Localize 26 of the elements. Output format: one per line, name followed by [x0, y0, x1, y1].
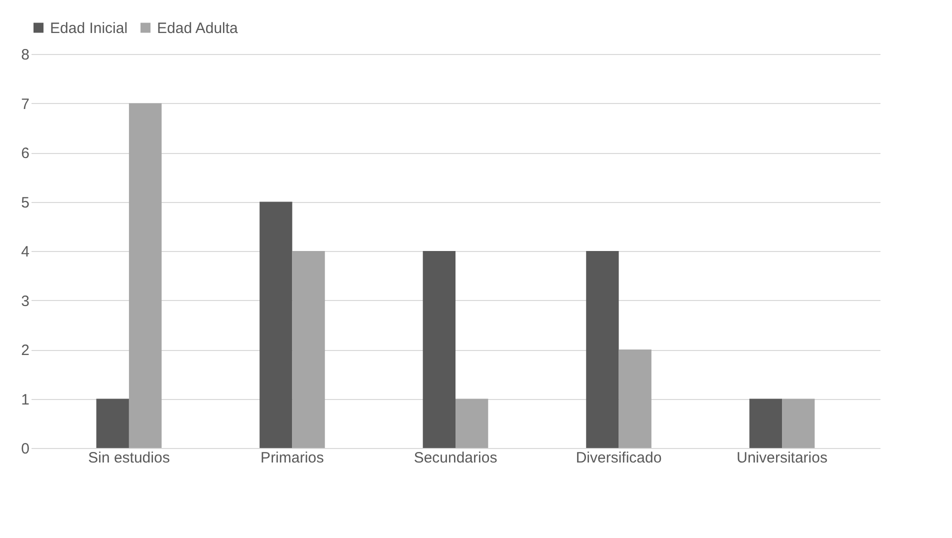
bar	[782, 398, 815, 448]
bar	[618, 350, 652, 448]
y-tick-label: 2	[21, 342, 30, 359]
bar	[96, 398, 129, 448]
x-tick-label: Sin estudios	[88, 450, 170, 466]
bar	[128, 103, 162, 448]
legend-label: Edad Adulta	[157, 20, 239, 37]
y-tick-label: 1	[21, 391, 30, 408]
y-tick-label: 4	[21, 244, 30, 260]
y-tick-label: 3	[21, 292, 30, 310]
x-tick-label: Universitarios	[736, 450, 828, 466]
bar	[260, 202, 292, 448]
bar	[456, 398, 488, 448]
x-tick-label: Primarios	[260, 450, 324, 466]
bar	[586, 251, 619, 448]
x-tick-label: Secundarios	[414, 450, 498, 466]
y-tick-label: 5	[21, 194, 30, 212]
y-tick-label: 6	[21, 145, 30, 162]
y-tick-label: 7	[21, 96, 30, 113]
bar	[292, 251, 325, 448]
bar	[749, 398, 782, 448]
y-tick-label: 0	[21, 440, 30, 458]
y-tick-label: 8	[21, 46, 30, 64]
bar	[422, 251, 456, 448]
legend-label: Edad Inicial	[50, 20, 128, 37]
x-tick-label: Diversificado	[576, 450, 662, 466]
